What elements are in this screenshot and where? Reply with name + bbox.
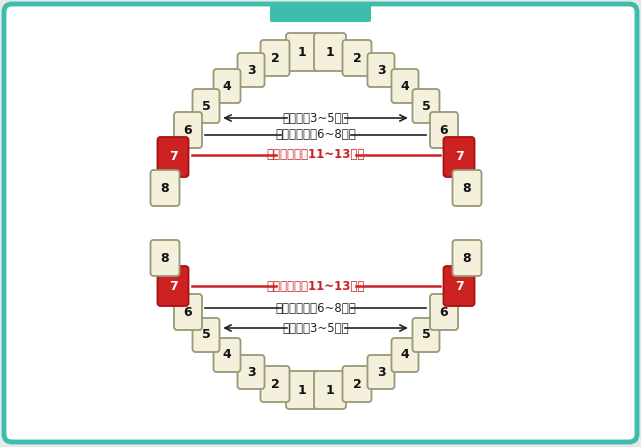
FancyBboxPatch shape [413,318,440,352]
Text: 6: 6 [184,123,192,136]
FancyBboxPatch shape [174,112,202,148]
Text: 8: 8 [463,252,471,265]
Text: 2: 2 [271,51,279,64]
Text: 第一恒磨牙（6~8岁）: 第一恒磨牙（6~8岁） [276,301,356,315]
Text: 第二恒磨牙（11~13岁）: 第二恒磨牙（11~13岁） [267,279,365,292]
FancyBboxPatch shape [430,112,458,148]
Text: 4: 4 [401,80,410,93]
Text: 1: 1 [326,46,335,59]
Text: 3: 3 [377,366,385,379]
Text: 乳磨牙（3~5岁）: 乳磨牙（3~5岁） [283,321,349,334]
Text: 2: 2 [353,378,362,391]
Text: 第一恒磨牙（6~8岁）: 第一恒磨牙（6~8岁） [276,128,356,142]
Text: 1: 1 [297,46,306,59]
FancyBboxPatch shape [260,366,290,402]
Text: 6: 6 [184,305,192,319]
Text: 4: 4 [222,80,231,93]
FancyBboxPatch shape [238,355,265,389]
Text: 1: 1 [326,384,335,396]
Text: 5: 5 [202,329,210,342]
FancyBboxPatch shape [238,53,265,87]
Text: 乳磨牙（3~5岁）: 乳磨牙（3~5岁） [283,111,349,125]
Text: 2: 2 [271,378,279,391]
Text: 5: 5 [202,100,210,113]
FancyBboxPatch shape [260,40,290,76]
FancyBboxPatch shape [367,53,394,87]
FancyBboxPatch shape [430,294,458,330]
Text: 7: 7 [169,151,178,164]
FancyBboxPatch shape [286,33,318,71]
FancyBboxPatch shape [151,170,179,206]
FancyBboxPatch shape [342,366,372,402]
FancyBboxPatch shape [4,4,637,442]
Text: 8: 8 [161,252,169,265]
FancyBboxPatch shape [192,318,219,352]
FancyBboxPatch shape [213,338,240,372]
Text: 2: 2 [353,51,362,64]
Text: 1: 1 [297,384,306,396]
FancyBboxPatch shape [367,355,394,389]
FancyBboxPatch shape [286,371,318,409]
FancyBboxPatch shape [192,89,219,123]
FancyBboxPatch shape [213,69,240,103]
Text: 8: 8 [161,181,169,194]
FancyBboxPatch shape [453,240,481,276]
Text: 7: 7 [169,279,178,292]
FancyBboxPatch shape [158,266,188,306]
Text: 3: 3 [247,63,255,76]
Text: 8: 8 [463,181,471,194]
FancyBboxPatch shape [392,69,419,103]
FancyBboxPatch shape [158,137,188,177]
Text: 4: 4 [222,349,231,362]
FancyBboxPatch shape [444,137,474,177]
FancyBboxPatch shape [342,40,372,76]
FancyBboxPatch shape [413,89,440,123]
FancyBboxPatch shape [270,2,371,22]
FancyBboxPatch shape [392,338,419,372]
Text: 4: 4 [401,349,410,362]
Text: 第二恒磨牙（11~13岁）: 第二恒磨牙（11~13岁） [267,148,365,161]
Text: 5: 5 [422,100,430,113]
FancyBboxPatch shape [314,371,346,409]
Text: 7: 7 [454,151,463,164]
FancyBboxPatch shape [151,240,179,276]
FancyBboxPatch shape [314,33,346,71]
Text: 5: 5 [422,329,430,342]
FancyBboxPatch shape [444,266,474,306]
FancyBboxPatch shape [453,170,481,206]
FancyBboxPatch shape [174,294,202,330]
Text: 3: 3 [377,63,385,76]
Text: 6: 6 [440,123,448,136]
Text: 7: 7 [454,279,463,292]
Text: 3: 3 [247,366,255,379]
Text: 6: 6 [440,305,448,319]
